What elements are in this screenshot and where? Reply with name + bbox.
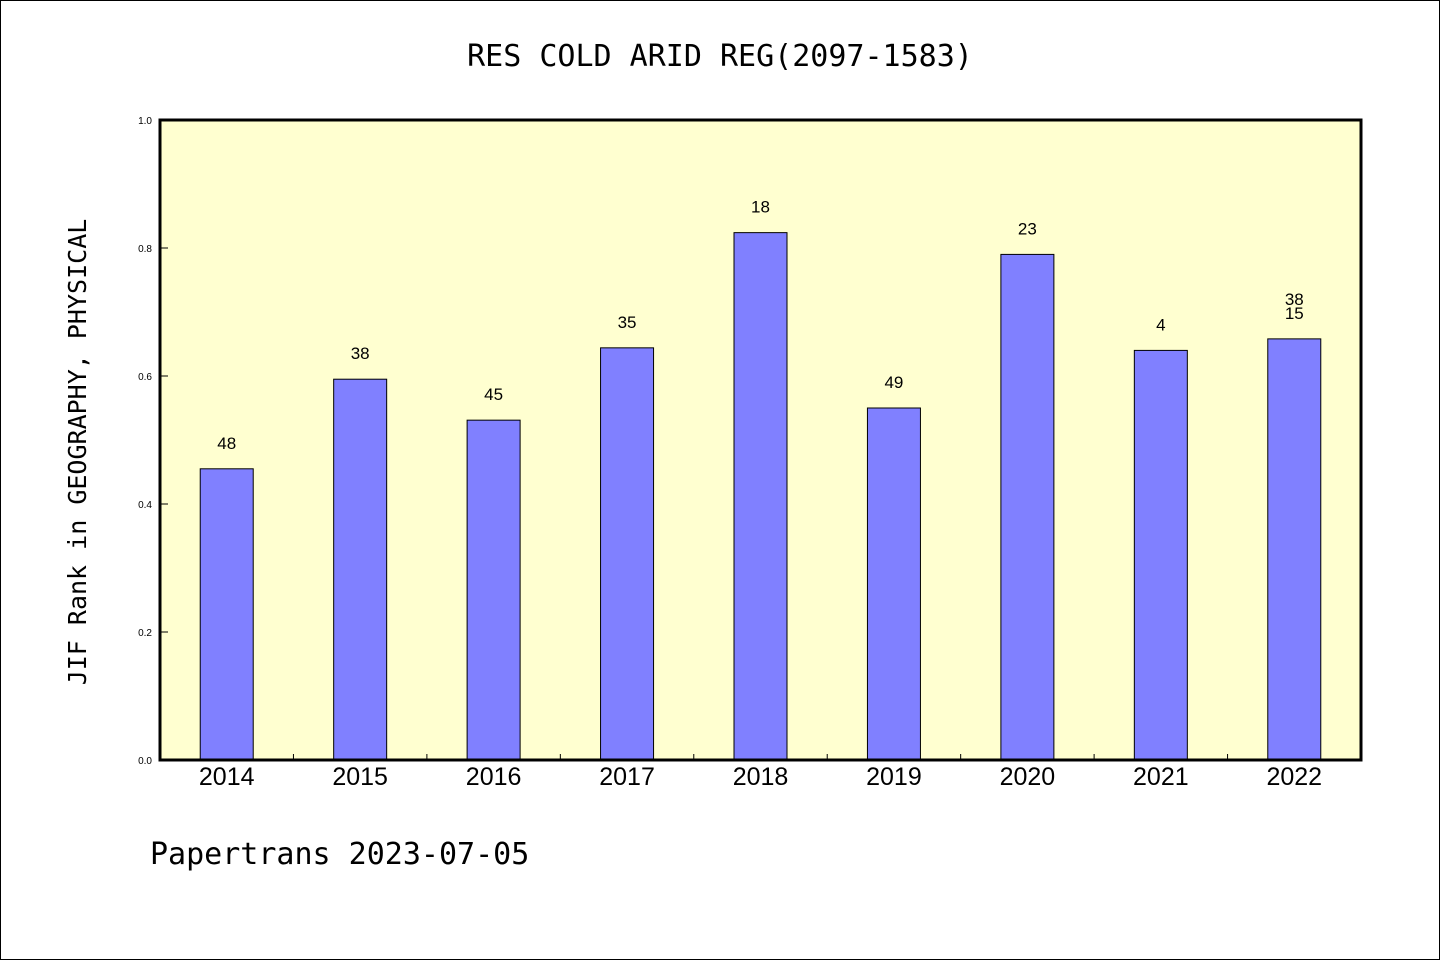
data-label: 15 bbox=[1285, 304, 1304, 323]
bar-2019 bbox=[866, 407, 921, 761]
y-tick-label: 0.4 bbox=[138, 500, 152, 511]
x-tick-label: 2018 bbox=[733, 763, 789, 791]
chart-title: RES COLD ARID REG(2097-1583) bbox=[467, 39, 973, 74]
bar-2017 bbox=[600, 347, 655, 761]
footer-text: Papertrans 2023-07-05 bbox=[150, 837, 529, 872]
x-tick-label: 2015 bbox=[332, 763, 388, 791]
data-label: 18 bbox=[751, 198, 770, 217]
y-tick-label: 0.6 bbox=[138, 372, 152, 383]
y-tick-label: 0.0 bbox=[138, 756, 152, 767]
x-tick-label: 2022 bbox=[1266, 763, 1322, 791]
bar-2021 bbox=[1133, 349, 1188, 761]
data-label: 23 bbox=[1018, 219, 1037, 238]
y-tick-label: 1.0 bbox=[138, 116, 152, 127]
bar-2014 bbox=[199, 468, 254, 761]
data-label: 48 bbox=[217, 434, 236, 453]
bar-2020 bbox=[1000, 253, 1055, 761]
bar-2022 bbox=[1267, 338, 1322, 761]
x-tick-label: 2019 bbox=[866, 763, 922, 791]
x-tick-label: 2016 bbox=[466, 763, 522, 791]
bar-2015 bbox=[333, 378, 388, 761]
x-tick-label: 2020 bbox=[1000, 763, 1056, 791]
x-tick-label: 2014 bbox=[199, 763, 255, 791]
y-tick-label: 0.8 bbox=[138, 244, 152, 255]
x-tick-label: 2017 bbox=[599, 763, 655, 791]
data-label: 4 bbox=[1156, 315, 1165, 334]
data-label: 38 bbox=[351, 344, 370, 363]
y-axis-label: JIF Rank in GEOGRAPHY, PHYSICAL bbox=[63, 219, 92, 686]
data-label: 38 bbox=[1285, 290, 1304, 309]
plot-border bbox=[158, 118, 1363, 762]
bar-2016 bbox=[466, 419, 521, 761]
data-label: 49 bbox=[884, 373, 903, 392]
y-tick-label: 0.2 bbox=[138, 628, 152, 639]
data-label: 45 bbox=[484, 385, 503, 404]
x-tick-label: 2021 bbox=[1133, 763, 1189, 791]
bar-2018 bbox=[733, 232, 788, 761]
data-label: 35 bbox=[618, 313, 637, 332]
